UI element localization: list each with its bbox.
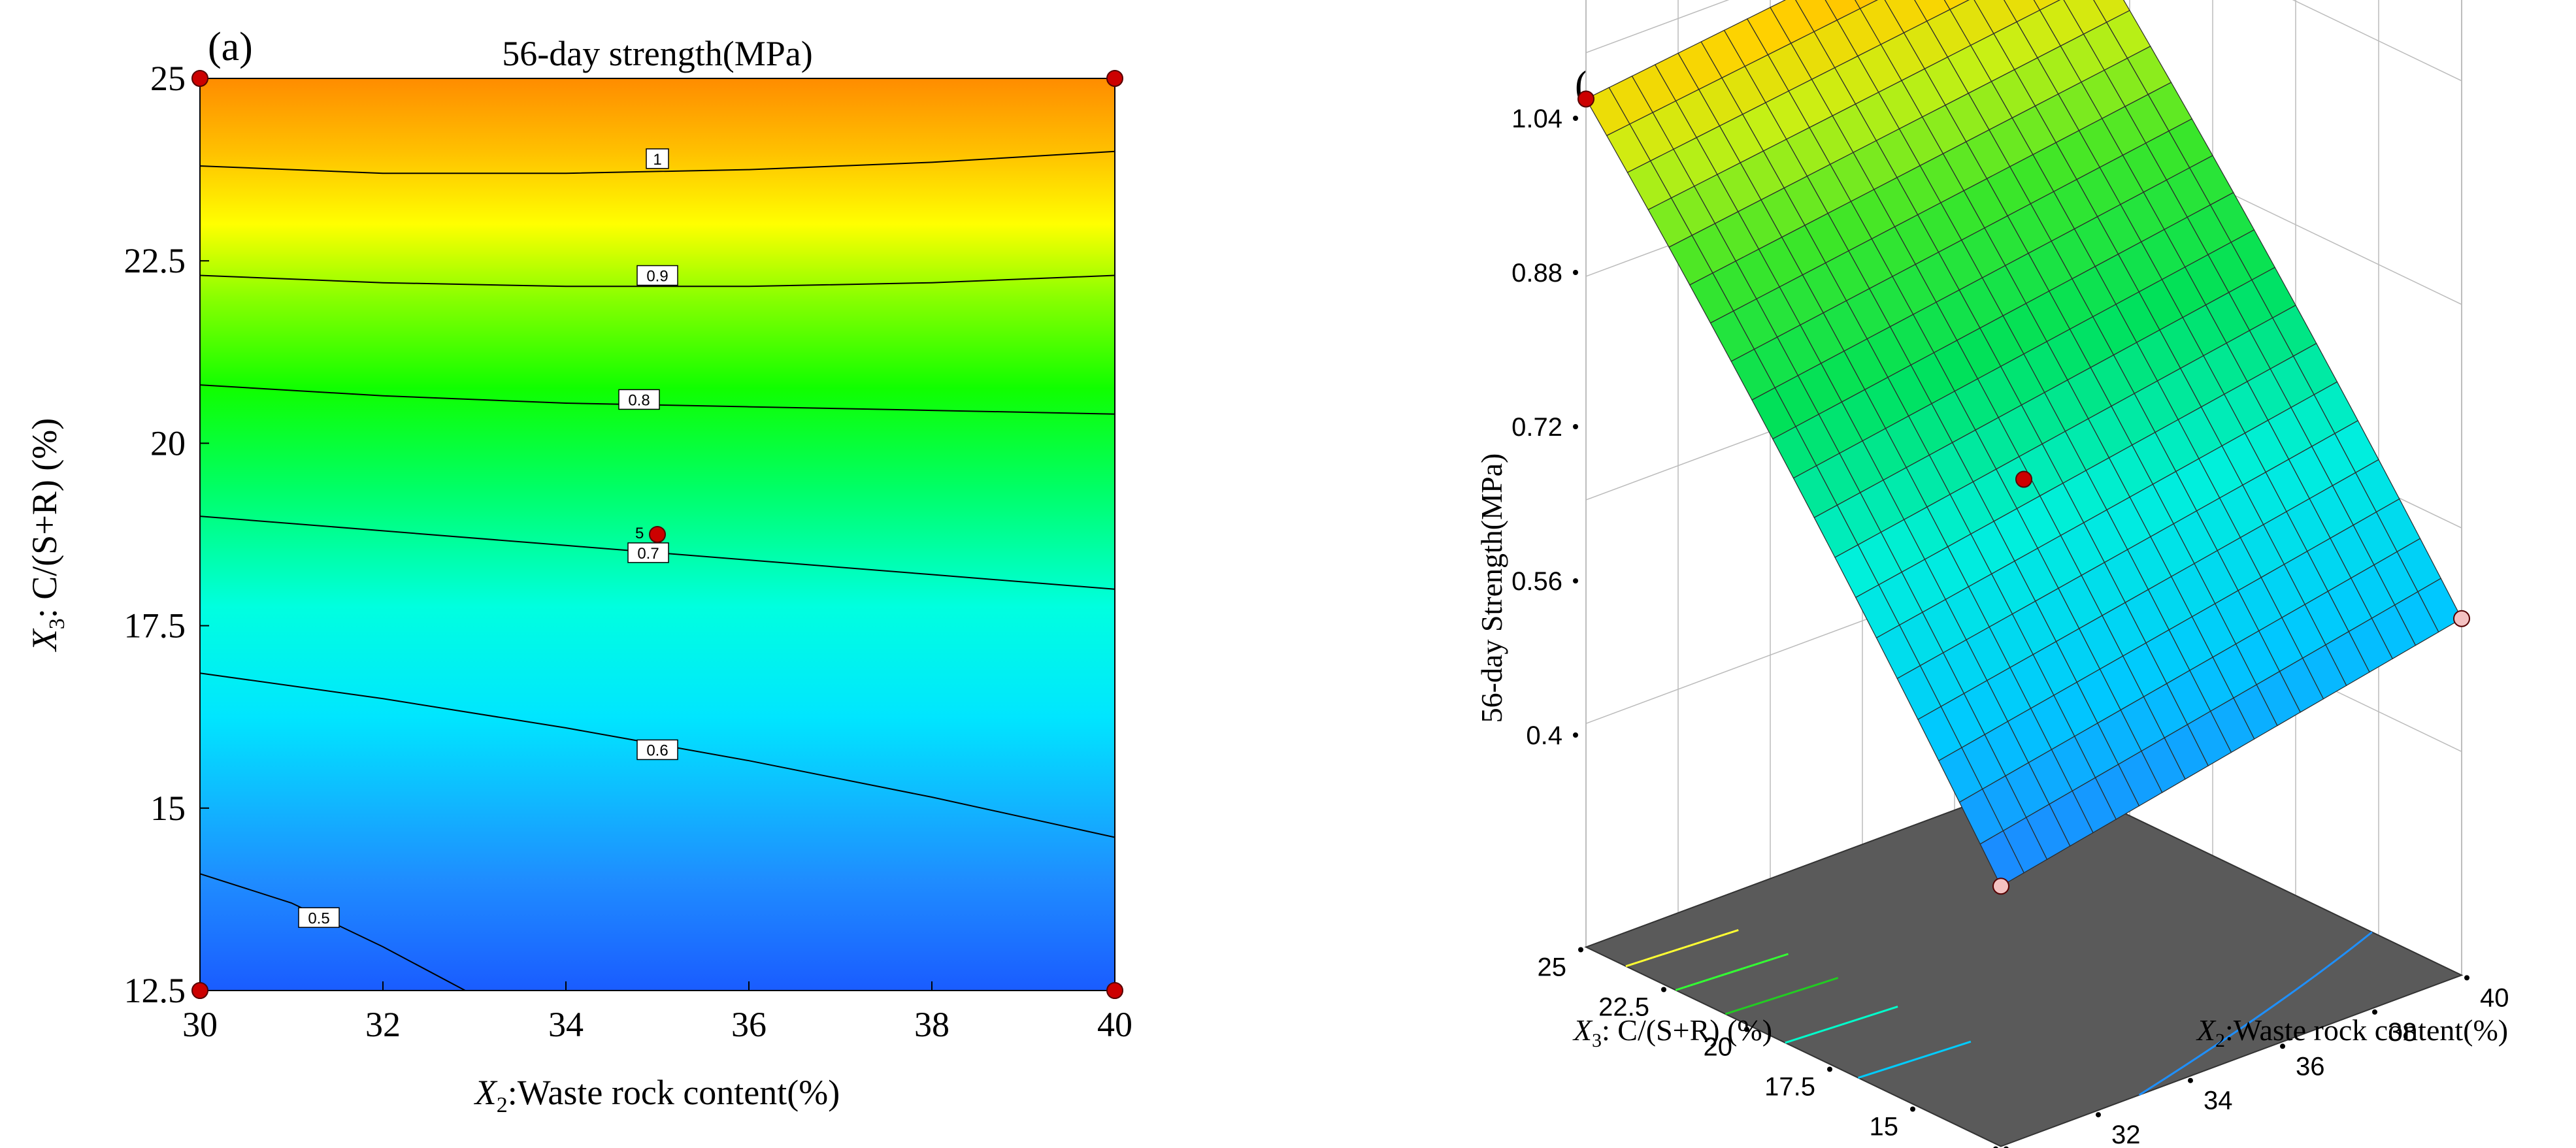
y-tick-mark — [1910, 1106, 1915, 1112]
x-axis-title-a: X2:Waste rock content(%) — [474, 1073, 840, 1117]
x-tick-mark — [2464, 975, 2469, 981]
x-tick-mark — [2004, 1146, 2009, 1148]
contour-label: 0.9 — [646, 268, 668, 286]
floor-contour — [2138, 931, 2373, 1096]
x-tick-label: 36 — [2296, 1052, 2325, 1081]
design-point — [2453, 610, 2470, 627]
design-point — [191, 70, 208, 87]
x-tick-label: 38 — [914, 1005, 949, 1044]
chart-title-a: 56-day strength(MPa) — [502, 34, 812, 73]
x-axis-ticks-a: 30 32 34 36 38 40 — [182, 981, 1132, 1044]
contour-label: 0.7 — [637, 545, 659, 563]
contour-label-box — [627, 542, 669, 563]
surface-cell — [2417, 578, 2462, 633]
design-points-a: 5 — [191, 70, 1123, 999]
y-tick-mark — [1578, 947, 1583, 953]
y-tick-mark — [1827, 1066, 1832, 1072]
y-tick-mark — [1744, 1026, 1749, 1032]
floor-contour — [1785, 1006, 1898, 1044]
y-tick-label: 25 — [150, 59, 186, 98]
contour-label: 1 — [653, 151, 661, 169]
y-tick-label: 22.5 — [1598, 993, 1649, 1022]
y-axis-title-b: X3: C/(S+R) (%) — [1572, 1013, 1772, 1051]
design-point — [1106, 982, 1123, 999]
contour-plot-panel: (a) 56-day strength(MPa) 0.5 0.6 0.7 0.8 0.9… — [25, 25, 1132, 1117]
x-tick-label: 40 — [1097, 1005, 1132, 1044]
x-tick-mark — [2372, 1009, 2377, 1015]
y-tick-label: 12.5 — [124, 971, 186, 1010]
y-tick-label: 17.5 — [124, 606, 186, 646]
design-point — [191, 982, 208, 999]
x-tick-label: 30 — [182, 1005, 218, 1044]
design-points-b — [1577, 90, 2470, 895]
plot-frame-a — [199, 78, 1115, 991]
x-tick-label: 36 — [731, 1005, 767, 1044]
axes-b: 0.40.560.720.881.041.212.51517.52022.525… — [1511, 105, 2509, 1148]
z-tick-mark — [1573, 424, 1578, 429]
floor-contour — [1625, 928, 1739, 968]
x-tick-label: 32 — [365, 1005, 401, 1044]
z-tick-label: 0.88 — [1511, 259, 1562, 287]
y-tick-mark — [1993, 1146, 1998, 1148]
contour-label-box — [646, 148, 669, 169]
contour-label-box — [298, 907, 340, 928]
design-point — [1992, 877, 2009, 895]
floor-contour — [1858, 1040, 1972, 1079]
x-tick-label: 32 — [2111, 1121, 2141, 1148]
x-tick-label: 34 — [2204, 1087, 2233, 1115]
surface-plot-panel: (b) 0.40.560.720.881.041.212.51517.52022… — [1475, 0, 2509, 1148]
contour-label: 0.6 — [646, 742, 668, 759]
x-tick-label: 38 — [2388, 1018, 2417, 1047]
design-point — [1577, 90, 1594, 108]
x-tick-label: 40 — [2480, 984, 2509, 1013]
y-tick-label: 22.5 — [124, 241, 186, 280]
y-tick-label: 25 — [1538, 953, 1567, 982]
contour-label-box — [636, 739, 678, 761]
center-point-count: 5 — [635, 525, 644, 542]
contour-label-box — [618, 389, 660, 410]
response-surface — [1585, 0, 2462, 887]
y-tick-label: 20 — [150, 423, 186, 463]
x-tick-mark — [2188, 1077, 2193, 1083]
y-tick-label: 17.5 — [1764, 1073, 1815, 1102]
design-point — [649, 526, 666, 543]
z-tick-mark — [1573, 270, 1578, 275]
y-tick-label: 20 — [1704, 1033, 1733, 1062]
floor-contour — [1725, 977, 1839, 1015]
contour-label: 0.5 — [308, 910, 329, 927]
y-axis-title-a: X3: C/(S+R) (%) — [25, 418, 69, 652]
z-tick-mark — [1573, 732, 1578, 738]
z-tick-label: 1.04 — [1511, 105, 1562, 133]
y-tick-label: 15 — [1870, 1113, 1899, 1141]
z-tick-mark — [1573, 578, 1578, 583]
floor-contour — [1675, 953, 1789, 991]
contour-line — [200, 150, 1115, 174]
panel-label-a: (a) — [208, 25, 253, 69]
contour-label: 0.8 — [628, 391, 650, 409]
design-point — [2015, 470, 2032, 488]
wall-grid-line — [1585, 0, 2462, 82]
z-tick-label: 0.4 — [1526, 721, 1562, 750]
z-tick-label: 0.56 — [1511, 567, 1562, 596]
contour-line — [200, 274, 1115, 287]
z-axis-title-b: 56-day Strength(MPa) — [1475, 453, 1508, 723]
y-axis-ticks-a: 12.5 15 17.5 20 22.5 25 — [124, 59, 209, 1010]
y-tick-label: 15 — [150, 789, 186, 828]
contour-label-box — [636, 265, 678, 286]
y-tick-mark — [1661, 987, 1666, 992]
z-tick-label: 0.72 — [1511, 413, 1562, 442]
x-tick-mark — [2096, 1112, 2101, 1118]
design-point — [1106, 70, 1123, 87]
z-tick-mark — [1573, 116, 1578, 121]
contour-lines: 0.5 0.6 0.7 0.8 0.9 1 — [200, 148, 1115, 991]
x-tick-mark — [2280, 1043, 2285, 1049]
x-axis-title-b: X2:Waste rock content(%) — [2196, 1013, 2508, 1051]
x-tick-label: 34 — [548, 1005, 584, 1044]
